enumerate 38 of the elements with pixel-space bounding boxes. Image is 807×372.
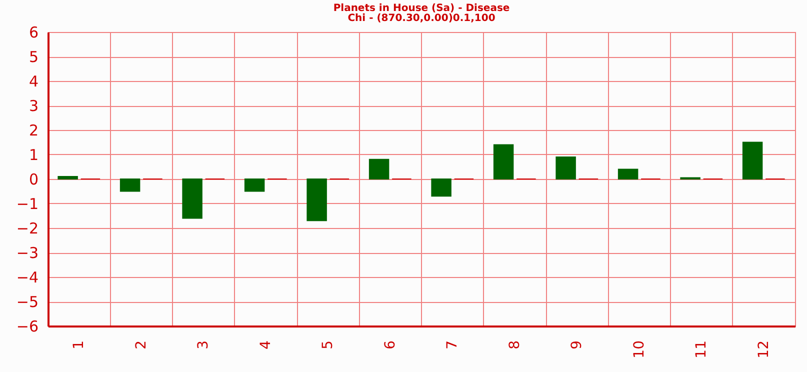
bar <box>431 178 452 197</box>
x-tick-label: 12 <box>756 340 772 358</box>
y-tick-label: 0 <box>28 170 38 188</box>
chart-title: Planets in House (Sa) - Disease <box>333 3 510 14</box>
x-tick-label: 2 <box>133 340 150 350</box>
chart-subtitle: Chi - (870.30,0.00)0.1,100 <box>348 13 496 24</box>
y-tick-label: −6 <box>16 318 38 336</box>
y-tick-label: −1 <box>16 195 38 213</box>
y-tick-label: 3 <box>28 97 38 115</box>
x-tick-label: 11 <box>694 340 710 358</box>
y-tick-label: −5 <box>16 293 38 311</box>
bar <box>493 144 514 180</box>
bar <box>306 178 327 222</box>
x-tick-label: 3 <box>196 340 212 350</box>
bar <box>58 176 78 180</box>
x-tick-label: 9 <box>569 340 586 350</box>
x-tick-label: 4 <box>258 340 274 350</box>
x-tick-label: 7 <box>444 340 461 350</box>
bar <box>742 142 763 180</box>
x-tick-label: 6 <box>382 340 398 350</box>
bar <box>244 178 265 192</box>
x-tick-label: 8 <box>506 340 523 350</box>
bar <box>556 156 576 180</box>
bar <box>182 178 202 219</box>
bar <box>368 158 390 180</box>
y-tick-label: 1 <box>28 146 38 164</box>
y-tick-label: 5 <box>28 48 38 66</box>
y-tick-label: 6 <box>28 24 38 42</box>
y-tick-label: −4 <box>16 268 38 286</box>
bar <box>618 168 638 180</box>
x-tick-label: 5 <box>320 340 336 350</box>
y-tick-label: −3 <box>16 244 38 262</box>
x-tick-label: 1 <box>71 340 88 350</box>
y-tick-label: −2 <box>16 220 38 238</box>
bar <box>120 178 140 192</box>
x-tick-label: 10 <box>631 340 648 358</box>
y-tick-label: 2 <box>28 122 38 140</box>
y-tick-label: 4 <box>28 72 38 90</box>
